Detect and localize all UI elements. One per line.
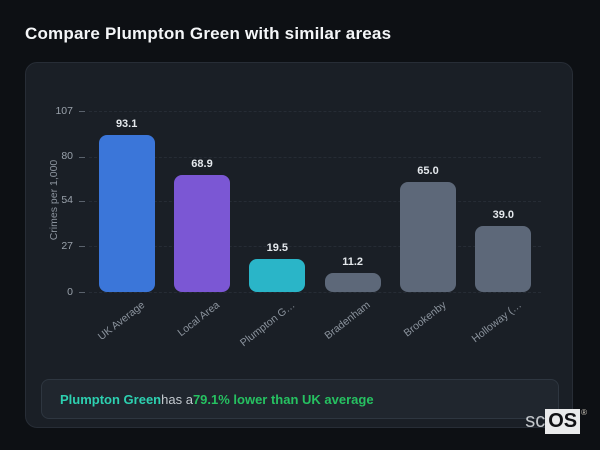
gridline [89,292,541,293]
y-axis-tick [79,111,85,112]
bar-value-label: 39.0 [492,209,515,222]
note-highlight-text: 79.1% lower than UK average [192,391,374,407]
x-axis-label: UK Average [95,299,148,343]
bar-local-area [174,175,230,292]
gridline [89,246,541,248]
page-title: Compare Plumpton Green with similar area… [25,24,392,43]
logo-suffix: OS [545,408,581,434]
note-area-name: Plumpton Green [60,391,162,407]
y-axis-tick [79,292,85,293]
gridline [89,200,541,202]
registered-trademark-icon: ® [581,407,587,417]
y-axis-tick-label: 0 [67,285,73,298]
bar-holloway- [475,226,532,292]
x-axis-label: Bradenham [322,299,374,342]
bar-chart: Crimes per 1,000 0 27 54 80 107 93.1 UK Averag… [26,63,574,378]
bar-plumpton-g- [249,259,306,292]
bar-value-label: 68.9 [191,158,213,171]
bar-value-label: 11.2 [342,256,364,269]
x-axis-label: Plumpton G… [238,299,298,350]
chart-card: Crimes per 1,000 0 27 54 80 107 93.1 UK Averag… [25,62,573,428]
y-axis-tick-label: 54 [61,194,73,207]
y-axis-tick [79,200,85,202]
x-axis-label: Local Area [175,299,223,340]
y-axis-tick-label: 107 [55,104,73,117]
bar-value-label: 65.0 [417,165,439,178]
bar-brookenby [400,182,456,292]
y-axis-tick-label: 80 [61,150,73,163]
comparison-note: Plumpton Green has a 79.1% lower than UK… [41,379,559,419]
bar-value-label: 93.1 [115,117,138,130]
logo-prefix: sc [525,409,546,432]
y-axis-tick-label: 27 [61,239,73,252]
bar-value-label: 19.5 [266,242,289,254]
y-axis-tick [79,246,85,248]
bar-uk-average [98,134,155,292]
x-axis-label: Brookenby [401,299,449,340]
note-middle-text: has a [161,391,193,407]
gridline [89,156,541,158]
x-axis-label: Holloway (… [469,299,524,346]
y-axis-tick [79,156,85,158]
bar-bradenham [324,273,381,292]
gridline [89,111,541,112]
scos-logo: sc OS ® [525,407,587,434]
